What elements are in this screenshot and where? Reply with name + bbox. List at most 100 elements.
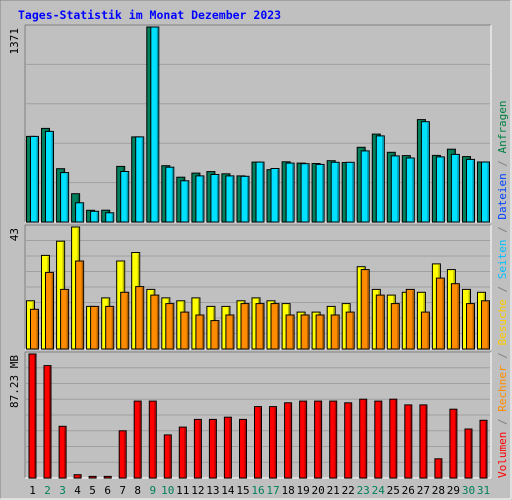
bar-dateien-day-3 bbox=[60, 172, 70, 223]
bar-volumen-day-17 bbox=[269, 406, 277, 479]
x-tick-label-day-10: 10 bbox=[161, 484, 174, 497]
legend-item: Volumen bbox=[496, 432, 509, 478]
legend-item: Seiten bbox=[496, 240, 509, 280]
bar-shade bbox=[201, 316, 204, 348]
bar-volumen-day-10 bbox=[163, 434, 172, 479]
bar-shade bbox=[454, 410, 457, 477]
bar-besuche-day-22 bbox=[345, 311, 355, 350]
bar-shade bbox=[79, 475, 81, 477]
bar-shade bbox=[307, 316, 309, 348]
bar-shade bbox=[216, 175, 219, 221]
x-tick-label-day-5: 5 bbox=[89, 484, 96, 497]
bar-volumen-day-29 bbox=[449, 408, 458, 479]
bar-shade bbox=[382, 296, 384, 348]
x-tick-label-day-9: 9 bbox=[149, 484, 156, 497]
x-tick-label-day-27: 27 bbox=[417, 484, 430, 497]
bar-volumen-day-13 bbox=[208, 418, 217, 479]
x-tick-label-day-7: 7 bbox=[119, 484, 126, 497]
bar-volumen-day-25 bbox=[389, 398, 398, 479]
bar-shade bbox=[427, 122, 429, 221]
bar-besuche-day-23 bbox=[360, 269, 370, 350]
bar-besuche-day-11 bbox=[180, 311, 190, 350]
bar-besuche-day-9 bbox=[150, 294, 160, 350]
bar-besuche-day-16 bbox=[255, 303, 265, 350]
bar-shade bbox=[412, 290, 414, 348]
bar-volumen-day-19 bbox=[299, 400, 308, 479]
bar-shade bbox=[472, 304, 474, 348]
bar-shade bbox=[442, 157, 444, 221]
x-tick-label-day-14: 14 bbox=[221, 484, 235, 497]
bar-besuche-day-27 bbox=[420, 311, 430, 350]
x-tick-label-day-11: 11 bbox=[176, 484, 189, 497]
bar-dateien-day-25 bbox=[390, 155, 400, 223]
bar-besuche-day-29 bbox=[450, 283, 460, 350]
bar-volumen-day-22 bbox=[344, 402, 353, 479]
bar-shade bbox=[334, 402, 337, 477]
bar-volumen-day-7 bbox=[118, 430, 127, 479]
bar-shade bbox=[139, 402, 141, 477]
bar-shade bbox=[274, 407, 276, 477]
bar-shade bbox=[141, 287, 144, 348]
bar-dateien-day-19 bbox=[300, 163, 310, 223]
x-tick-label-day-17: 17 bbox=[266, 484, 279, 497]
bar-volumen-day-1 bbox=[28, 353, 37, 479]
x-tick-label-day-1: 1 bbox=[29, 484, 36, 497]
bar-volumen-day-15 bbox=[239, 418, 247, 479]
bar-shade bbox=[487, 301, 489, 348]
bar-dateien-day-27 bbox=[420, 121, 430, 223]
bar-shade bbox=[214, 420, 216, 477]
chart-panel-3: 87.23 MB bbox=[8, 351, 492, 479]
x-tick-label-day-28: 28 bbox=[432, 484, 445, 497]
x-tick-label-day-20: 20 bbox=[311, 484, 324, 497]
bar-besuche-day-30 bbox=[466, 303, 475, 350]
legend-item: Anfragen bbox=[496, 100, 509, 153]
bar-besuche-day-14 bbox=[225, 314, 235, 350]
bar-shade bbox=[171, 304, 174, 348]
bar-shade bbox=[111, 307, 114, 348]
x-tick-label-day-4: 4 bbox=[74, 484, 81, 497]
bar-shade bbox=[141, 137, 144, 221]
bar-shade bbox=[154, 402, 156, 477]
bar-dateien-day-13 bbox=[210, 174, 220, 223]
legend-separator: / bbox=[496, 279, 509, 299]
bar-shade bbox=[156, 296, 159, 348]
x-tick-label-day-15: 15 bbox=[236, 484, 249, 497]
x-tick-label-day-29: 29 bbox=[447, 484, 460, 497]
chart-title: Tages-Statistik im Monat Dezember 2023 bbox=[18, 8, 281, 22]
bar-volumen-day-14 bbox=[223, 416, 232, 479]
bar-shade bbox=[409, 405, 412, 477]
bar-dateien-day-23 bbox=[360, 150, 370, 223]
bar-shade bbox=[247, 177, 249, 221]
bar-shade bbox=[229, 418, 231, 477]
bar-besuche-day-26 bbox=[405, 288, 415, 350]
bar-shade bbox=[66, 290, 69, 348]
x-tick-label-day-22: 22 bbox=[342, 484, 355, 497]
bar-shade bbox=[277, 169, 279, 221]
bar-shade bbox=[485, 421, 487, 477]
bar-shade bbox=[457, 155, 459, 221]
bar-shade bbox=[169, 435, 171, 477]
bar-dateien-day-8 bbox=[135, 136, 145, 223]
x-tick-label-day-6: 6 bbox=[104, 484, 111, 497]
x-tick-label-day-25: 25 bbox=[387, 484, 400, 497]
bar-shade bbox=[111, 213, 114, 221]
bar-shade bbox=[34, 355, 36, 477]
bar-shade bbox=[36, 137, 38, 221]
bar-shade bbox=[262, 304, 264, 348]
bar-shade bbox=[171, 168, 174, 221]
x-tick-label-day-16: 16 bbox=[251, 484, 264, 497]
bar-volumen-day-9 bbox=[148, 400, 157, 479]
bar-shade bbox=[349, 403, 352, 477]
bar-besuche-day-24 bbox=[375, 294, 385, 350]
bar-shade bbox=[322, 165, 324, 221]
bar-shade bbox=[81, 203, 84, 221]
bar-dateien-day-24 bbox=[375, 135, 385, 223]
bar-shade bbox=[424, 405, 427, 477]
bar-besuche-day-25 bbox=[390, 303, 400, 350]
bar-shade bbox=[457, 284, 459, 348]
bar-dateien-day-10 bbox=[165, 166, 175, 223]
bar-shade bbox=[439, 459, 442, 477]
bar-shade bbox=[307, 164, 309, 221]
bar-volumen-day-18 bbox=[284, 402, 293, 479]
legend-separator: / bbox=[496, 346, 509, 366]
